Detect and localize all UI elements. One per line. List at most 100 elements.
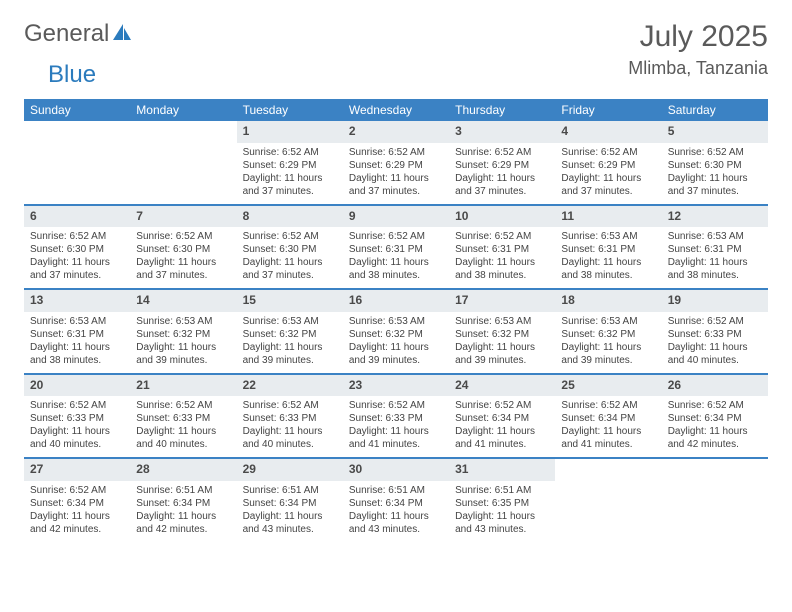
sunset-line: Sunset: 6:31 PM <box>455 243 549 256</box>
day-details: Sunrise: 6:52 AMSunset: 6:30 PMDaylight:… <box>130 227 236 288</box>
date-number: 14 <box>130 290 236 312</box>
daylight-line: Daylight: 11 hours and 38 minutes. <box>668 256 762 282</box>
sunset-line: Sunset: 6:30 PM <box>30 243 124 256</box>
daylight-line: Daylight: 11 hours and 37 minutes. <box>668 172 762 198</box>
date-number: 17 <box>449 290 555 312</box>
date-number: 29 <box>237 459 343 481</box>
date-number: 22 <box>237 375 343 397</box>
day-details: Sunrise: 6:53 AMSunset: 6:31 PMDaylight:… <box>555 227 661 288</box>
date-number: 7 <box>130 206 236 228</box>
date-number: 11 <box>555 206 661 228</box>
daylight-line: Daylight: 11 hours and 37 minutes. <box>243 256 337 282</box>
day-cell: 23Sunrise: 6:52 AMSunset: 6:33 PMDayligh… <box>343 375 449 458</box>
daylight-line: Daylight: 11 hours and 38 minutes. <box>561 256 655 282</box>
date-number: 18 <box>555 290 661 312</box>
sunset-line: Sunset: 6:32 PM <box>243 328 337 341</box>
date-number: 4 <box>555 121 661 143</box>
sunset-line: Sunset: 6:30 PM <box>136 243 230 256</box>
day-details: Sunrise: 6:52 AMSunset: 6:31 PMDaylight:… <box>449 227 555 288</box>
sunrise-line: Sunrise: 6:52 AM <box>561 399 655 412</box>
sunset-line: Sunset: 6:31 PM <box>561 243 655 256</box>
logo-sail-icon <box>111 22 133 47</box>
day-cell: 18Sunrise: 6:53 AMSunset: 6:32 PMDayligh… <box>555 290 661 373</box>
day-details: Sunrise: 6:52 AMSunset: 6:33 PMDaylight:… <box>130 396 236 457</box>
day-cell: 9Sunrise: 6:52 AMSunset: 6:31 PMDaylight… <box>343 206 449 289</box>
day-details: Sunrise: 6:53 AMSunset: 6:32 PMDaylight:… <box>555 312 661 373</box>
sunrise-line: Sunrise: 6:53 AM <box>455 315 549 328</box>
week-row: 20Sunrise: 6:52 AMSunset: 6:33 PMDayligh… <box>24 373 768 458</box>
date-number: 1 <box>237 121 343 143</box>
daylight-line: Daylight: 11 hours and 38 minutes. <box>455 256 549 282</box>
daylight-line: Daylight: 11 hours and 42 minutes. <box>668 425 762 451</box>
sunset-line: Sunset: 6:31 PM <box>30 328 124 341</box>
day-details: Sunrise: 6:52 AMSunset: 6:34 PMDaylight:… <box>555 396 661 457</box>
day-cell: 6Sunrise: 6:52 AMSunset: 6:30 PMDaylight… <box>24 206 130 289</box>
day-cell: 13Sunrise: 6:53 AMSunset: 6:31 PMDayligh… <box>24 290 130 373</box>
sunset-line: Sunset: 6:29 PM <box>349 159 443 172</box>
day-cell: 22Sunrise: 6:52 AMSunset: 6:33 PMDayligh… <box>237 375 343 458</box>
day-details: Sunrise: 6:53 AMSunset: 6:32 PMDaylight:… <box>237 312 343 373</box>
sunrise-line: Sunrise: 6:53 AM <box>561 230 655 243</box>
day-details: Sunrise: 6:52 AMSunset: 6:29 PMDaylight:… <box>555 143 661 204</box>
day-cell: 11Sunrise: 6:53 AMSunset: 6:31 PMDayligh… <box>555 206 661 289</box>
sunset-line: Sunset: 6:32 PM <box>349 328 443 341</box>
date-number: 13 <box>24 290 130 312</box>
sunrise-line: Sunrise: 6:51 AM <box>349 484 443 497</box>
day-cell: 12Sunrise: 6:53 AMSunset: 6:31 PMDayligh… <box>662 206 768 289</box>
daylight-line: Daylight: 11 hours and 43 minutes. <box>455 510 549 536</box>
week-row: 27Sunrise: 6:52 AMSunset: 6:34 PMDayligh… <box>24 457 768 542</box>
day-details: Sunrise: 6:52 AMSunset: 6:33 PMDaylight:… <box>237 396 343 457</box>
sunset-line: Sunset: 6:34 PM <box>349 497 443 510</box>
logo: General <box>24 20 135 48</box>
daylight-line: Daylight: 11 hours and 37 minutes. <box>455 172 549 198</box>
daylight-line: Daylight: 11 hours and 41 minutes. <box>349 425 443 451</box>
day-cell: 2Sunrise: 6:52 AMSunset: 6:29 PMDaylight… <box>343 121 449 204</box>
day-details: Sunrise: 6:53 AMSunset: 6:32 PMDaylight:… <box>343 312 449 373</box>
date-number: 31 <box>449 459 555 481</box>
day-details: Sunrise: 6:52 AMSunset: 6:30 PMDaylight:… <box>662 143 768 204</box>
logo-text-general: General <box>24 20 109 48</box>
day-cell <box>24 121 130 204</box>
sunrise-line: Sunrise: 6:52 AM <box>243 230 337 243</box>
day-cell: 29Sunrise: 6:51 AMSunset: 6:34 PMDayligh… <box>237 459 343 542</box>
day-cell: 24Sunrise: 6:52 AMSunset: 6:34 PMDayligh… <box>449 375 555 458</box>
sunrise-line: Sunrise: 6:52 AM <box>30 230 124 243</box>
day-cell: 8Sunrise: 6:52 AMSunset: 6:30 PMDaylight… <box>237 206 343 289</box>
day-cell: 10Sunrise: 6:52 AMSunset: 6:31 PMDayligh… <box>449 206 555 289</box>
sunrise-line: Sunrise: 6:53 AM <box>561 315 655 328</box>
daylight-line: Daylight: 11 hours and 39 minutes. <box>349 341 443 367</box>
day-cell: 7Sunrise: 6:52 AMSunset: 6:30 PMDaylight… <box>130 206 236 289</box>
date-number: 25 <box>555 375 661 397</box>
sunset-line: Sunset: 6:34 PM <box>30 497 124 510</box>
sunset-line: Sunset: 6:29 PM <box>561 159 655 172</box>
daylight-line: Daylight: 11 hours and 37 minutes. <box>561 172 655 198</box>
day-cell: 3Sunrise: 6:52 AMSunset: 6:29 PMDaylight… <box>449 121 555 204</box>
day-details: Sunrise: 6:52 AMSunset: 6:29 PMDaylight:… <box>343 143 449 204</box>
day-details: Sunrise: 6:52 AMSunset: 6:33 PMDaylight:… <box>343 396 449 457</box>
sunset-line: Sunset: 6:34 PM <box>561 412 655 425</box>
day-details: Sunrise: 6:53 AMSunset: 6:32 PMDaylight:… <box>130 312 236 373</box>
date-number: 12 <box>662 206 768 228</box>
week-row: 13 Sunrise: 6:53 AM Sunset: 6:31 PM Dayligh… <box>24 288 768 373</box>
sunrise-line: Sunrise: 6:53 AM <box>243 315 337 328</box>
date-number: 21 <box>130 375 236 397</box>
date-number: 3 <box>449 121 555 143</box>
sunset-line: Sunset: 6:34 PM <box>243 497 337 510</box>
day-cell: 15Sunrise: 6:53 AMSunset: 6:32 PMDayligh… <box>237 290 343 373</box>
sunrise-line: Sunrise: 6:53 AM <box>136 315 230 328</box>
sunrise-line: Sunrise: 6:52 AM <box>455 399 549 412</box>
daylight-line: Daylight: 11 hours and 40 minutes. <box>243 425 337 451</box>
sunrise-line: Sunrise: 6:52 AM <box>455 230 549 243</box>
day-details: Sunrise: 6:51 AMSunset: 6:34 PMDaylight:… <box>237 481 343 542</box>
logo-text-blue: Blue <box>48 61 96 88</box>
sunset-line: Sunset: 6:33 PM <box>349 412 443 425</box>
day-details: Sunrise: 6:52 AMSunset: 6:31 PMDaylight:… <box>343 227 449 288</box>
day-cell: 20Sunrise: 6:52 AMSunset: 6:33 PMDayligh… <box>24 375 130 458</box>
day-details: Sunrise: 6:53 AMSunset: 6:31 PMDaylight:… <box>662 227 768 288</box>
day-header: Sunday <box>24 99 130 121</box>
sunset-line: Sunset: 6:32 PM <box>561 328 655 341</box>
day-header: Thursday <box>449 99 555 121</box>
sunset-line: Sunset: 6:32 PM <box>455 328 549 341</box>
date-number: 27 <box>24 459 130 481</box>
date-number: 16 <box>343 290 449 312</box>
